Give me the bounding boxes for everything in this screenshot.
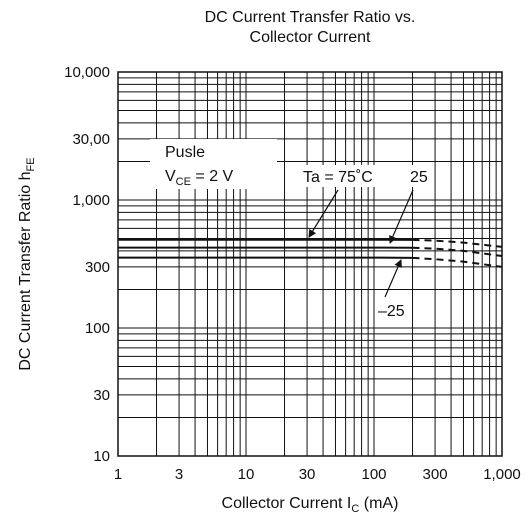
y-tick-label: 100	[85, 320, 110, 337]
plot-frame	[117, 71, 503, 457]
x-tick-label: 300	[423, 466, 448, 483]
y-tick-label: 300	[85, 259, 110, 276]
x-tick-label: 1,000	[483, 466, 521, 483]
annotation-minus25-text: –25	[378, 303, 405, 320]
x-axis-label: Collector Current IC (mA)	[222, 495, 399, 515]
conditions-line-2: VCE = 2 V	[165, 168, 234, 188]
annotation-25-arrow	[389, 189, 414, 244]
annotation-minus25: –25	[376, 259, 410, 320]
y-tick-label: 10,000	[64, 64, 110, 81]
annotation-ta75-text: Ta = 75˚C	[303, 169, 373, 186]
y-tick-labels: 10,000 30,00 1,000 300 100 30 10	[64, 64, 110, 465]
x-tick-label: 100	[361, 466, 386, 483]
annotation-25: 25	[389, 165, 433, 244]
chart-title: DC Current Transfer Ratio vs. Collector …	[205, 9, 416, 46]
y-tick-label: 30,00	[72, 131, 110, 148]
x-tick-label: 1	[114, 466, 122, 483]
y-axis-label: DC Current Transfer Ratio hFE	[17, 157, 37, 370]
chart-title-line-1: DC Current Transfer Ratio vs.	[205, 9, 416, 26]
series-2-dashed	[412, 256, 503, 268]
x-tick-label: 30	[299, 466, 316, 483]
y-tick-label: 1,000	[72, 192, 110, 209]
series-1-dashed	[412, 246, 503, 257]
annotation-minus25-arrow	[384, 259, 402, 298]
series-layer	[118, 238, 503, 268]
annotation-25-background	[405, 165, 433, 187]
conditions-label: Pusle VCE = 2 V	[150, 139, 277, 189]
conditions-label-background	[150, 139, 277, 189]
annotation-ta75-arrow	[308, 189, 339, 238]
annotation-ta75: Ta = 75˚C	[290, 165, 389, 238]
annotation-minus25-background	[376, 298, 410, 320]
conditions-line-1: Pusle	[165, 144, 205, 161]
series-0-dashed	[412, 238, 503, 248]
x-tick-label: 3	[175, 466, 183, 483]
x-tick-label: 10	[238, 466, 255, 483]
chart-title-line-2: Collector Current	[250, 29, 371, 46]
y-tick-label: 30	[93, 387, 110, 404]
annotation-ta75-background	[290, 165, 389, 187]
x-tick-labels: 1 3 10 30 100 300 1,000	[114, 466, 521, 483]
y-tick-label: 10	[93, 448, 110, 465]
plot-grid	[117, 71, 503, 457]
annotation-25-text: 25	[410, 169, 428, 186]
